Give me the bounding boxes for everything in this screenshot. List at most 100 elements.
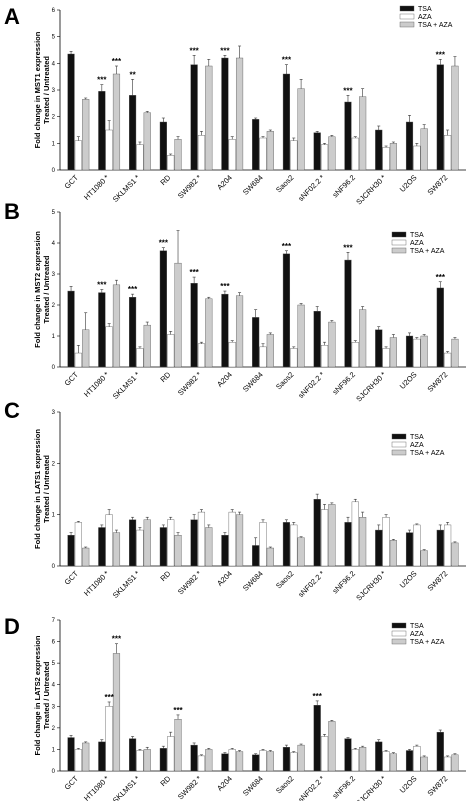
legend-swatch: [399, 5, 415, 12]
y-tick-label: 0: [52, 564, 56, 570]
category-label: HT1080 *: [82, 370, 111, 399]
legend-label: TSA: [410, 434, 424, 441]
bar: [190, 519, 198, 567]
chart-panel-a: A 0 1 2 3 4 5 6 Fold change in MST1 expression Tr…: [4, 4, 466, 207]
bar: [174, 535, 182, 567]
bar: [290, 348, 298, 368]
y-tick-label: 5: [52, 210, 56, 216]
legend-swatch: [391, 441, 407, 448]
y-axis-label: Treated / Untreated: [42, 455, 51, 523]
bar: [252, 754, 260, 772]
bar: [205, 749, 213, 772]
significance-label: ***: [128, 285, 138, 294]
bar: [74, 522, 82, 567]
bar: [228, 749, 236, 772]
bar: [375, 129, 383, 171]
category-label: U2OS: [398, 370, 419, 391]
bar: [351, 501, 359, 567]
legend-label: TSA: [410, 232, 424, 239]
y-axis-label: Treated / Untreated: [42, 661, 51, 729]
bar: [320, 509, 329, 567]
bar: [228, 342, 236, 368]
bar: [136, 348, 144, 368]
y-axis-label: Treated / Untreated: [42, 255, 51, 323]
significance-label: ***: [282, 56, 292, 65]
category-label: U2OS: [398, 569, 419, 590]
bar: [129, 95, 137, 171]
bar: [444, 524, 452, 567]
bar: [359, 96, 367, 171]
y-tick-label: 1: [52, 334, 56, 340]
bar: [420, 550, 428, 567]
bar: [235, 295, 244, 368]
significance-label: ***: [97, 76, 107, 85]
bar: [67, 535, 75, 567]
bar: [98, 292, 106, 368]
significance-label: ***: [436, 273, 446, 282]
category-label: sNF02.2 *: [296, 774, 326, 801]
category-label: SW982 *: [176, 569, 203, 596]
bar: [221, 753, 229, 772]
bar: [167, 519, 175, 567]
y-tick-label: 7: [52, 618, 56, 624]
bar: [252, 545, 260, 567]
y-tick-label: 2: [52, 303, 56, 309]
significance-label: ***: [97, 281, 107, 290]
bar: [451, 542, 459, 567]
bar: [382, 751, 390, 772]
bar: [451, 65, 459, 171]
y-tick-label: 6: [52, 8, 56, 14]
bar: [98, 527, 106, 567]
y-tick-label: 6: [52, 640, 56, 646]
bar: [282, 522, 291, 567]
category-label: A204: [215, 173, 234, 192]
bar: [159, 250, 167, 368]
bar: [259, 137, 267, 171]
significance-label: ***: [436, 50, 446, 59]
bar: [235, 514, 244, 567]
legend-swatch: [391, 247, 407, 254]
legend-label: AZA: [410, 631, 424, 638]
category-label: SW684: [241, 569, 265, 593]
y-tick-label: 3: [52, 704, 56, 710]
bar: [129, 519, 137, 567]
bar: [344, 101, 352, 171]
category-label: RD: [158, 569, 172, 583]
category-label: GCT: [63, 370, 81, 388]
bar: [159, 121, 167, 171]
significance-label: ***: [343, 86, 353, 95]
bar: [444, 756, 452, 772]
bar: [297, 537, 305, 567]
bar: [375, 529, 383, 567]
bar: [205, 65, 213, 171]
bar: [112, 653, 121, 772]
y-tick-label: 1: [52, 747, 56, 753]
bar: [159, 527, 167, 567]
y-tick-label: 5: [52, 661, 56, 667]
bar: [266, 751, 274, 772]
bar: [413, 145, 421, 171]
category-label: SKLMS1 *: [111, 370, 142, 401]
bar: [167, 736, 175, 772]
category-label: Saos2: [274, 569, 295, 590]
bar: [221, 57, 229, 171]
significance-label: ***: [220, 46, 230, 55]
bar: [436, 64, 444, 171]
category-label: GCT: [63, 774, 81, 792]
bar: [252, 119, 260, 171]
bar: [389, 143, 397, 171]
significance-label: ***: [104, 693, 114, 702]
bar: [112, 73, 121, 171]
bar: [405, 532, 414, 567]
category-label: HT1080 *: [82, 569, 111, 598]
significance-label: ***: [189, 46, 199, 55]
bar: [290, 140, 298, 171]
category-label: SKLMS1 *: [111, 569, 142, 600]
bar: [67, 737, 75, 772]
bar: [266, 334, 274, 368]
bar: [105, 514, 113, 567]
bar: [235, 751, 244, 772]
bar: [344, 259, 352, 368]
bar: [82, 99, 90, 171]
significance-label: ***: [343, 243, 353, 252]
